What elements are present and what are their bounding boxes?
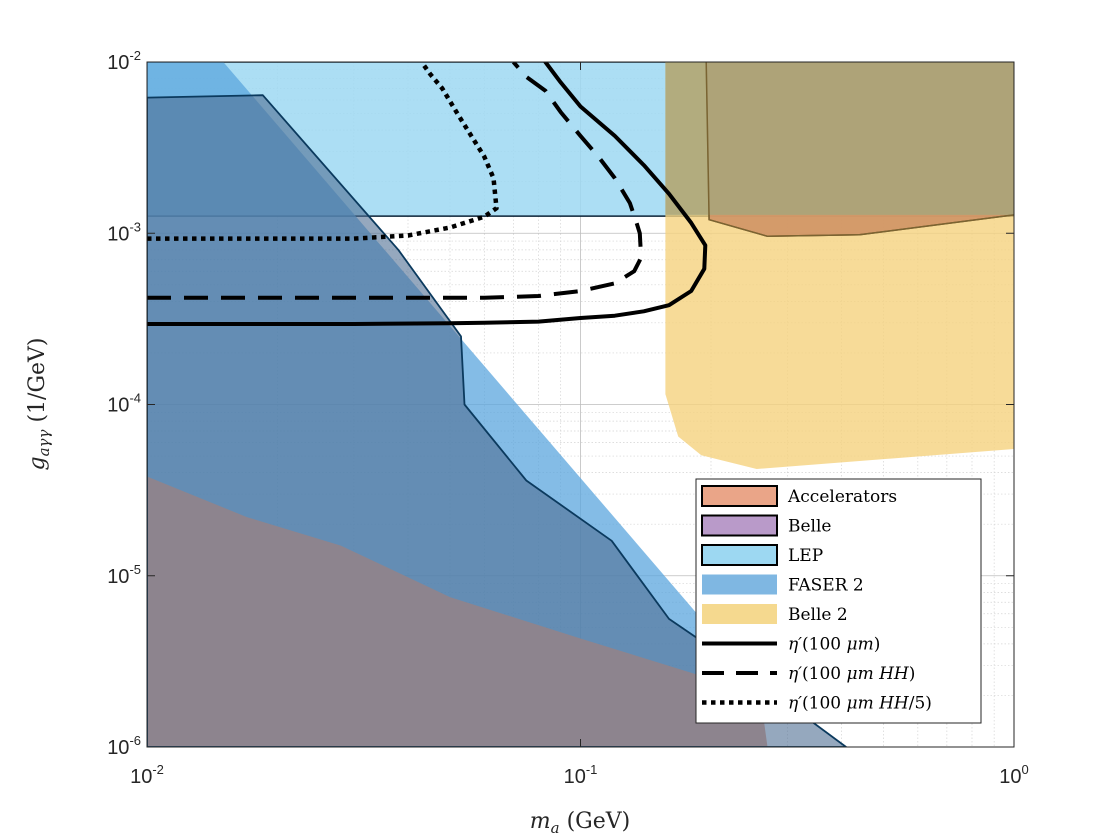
legend-swatch [702,604,777,624]
y-tick-label: 10-2 [107,48,141,74]
series-line-3 [147,62,499,241]
y-tick-label: 10-6 [107,733,141,759]
legend-label: η′(100 μm HH) [788,664,915,684]
region-overlap [665,62,1014,215]
series-layer [147,62,708,326]
x-tick-label: 10-2 [130,762,164,788]
series-line-1 [147,62,708,326]
legend-label: FASER 2 [788,576,864,596]
legend-item-4: FASER 2 [702,574,864,596]
legend-label: η′(100 μm) [788,635,880,655]
legend: Accelerators Belle LEP FASER 2 Belle 2 η′(100… [695,478,982,724]
x-tick-label: 10-1 [564,762,598,788]
y-tick-label: 10-4 [107,391,141,417]
x-axis-label: ma (GeV) [530,809,630,837]
series-line-2 [147,62,644,300]
legend-item-2: Belle [701,514,832,537]
region-layer [147,62,1014,747]
axes [146,61,1015,748]
legend-item-1: Accelerators [701,485,897,507]
legend-label: Belle 2 [788,605,848,625]
legend-label: LEP [788,546,823,566]
legend-label: Belle [788,517,832,537]
legend-label: Accelerators [787,487,897,507]
legend-item-6: η′(100 μm) [702,635,880,655]
y-axis-label: gaγγ (1/GeV) [25,337,53,470]
legend-label: η′(100 μm HH/5) [788,694,932,714]
legend-swatch [701,485,778,507]
legend-swatch [701,544,778,566]
legend-item-3: LEP [701,544,823,566]
legend-item-8: η′(100 μm HH/5) [702,694,932,714]
x-tick-label: 100 [999,762,1028,788]
tick-labels: 10-2 10-1 100 10-6 10-5 10-4 10-3 10-2 [107,48,1029,788]
region-overlap-edge [705,62,1014,238]
y-tick-label: 10-3 [107,219,141,245]
legend-item-5: Belle 2 [702,604,848,625]
region-dark-band [147,94,847,747]
legend-item-7: η′(100 μm HH) [702,664,915,684]
y-tick-label: 10-5 [107,562,141,588]
legend-swatch [702,574,777,595]
legend-swatch [701,514,778,537]
